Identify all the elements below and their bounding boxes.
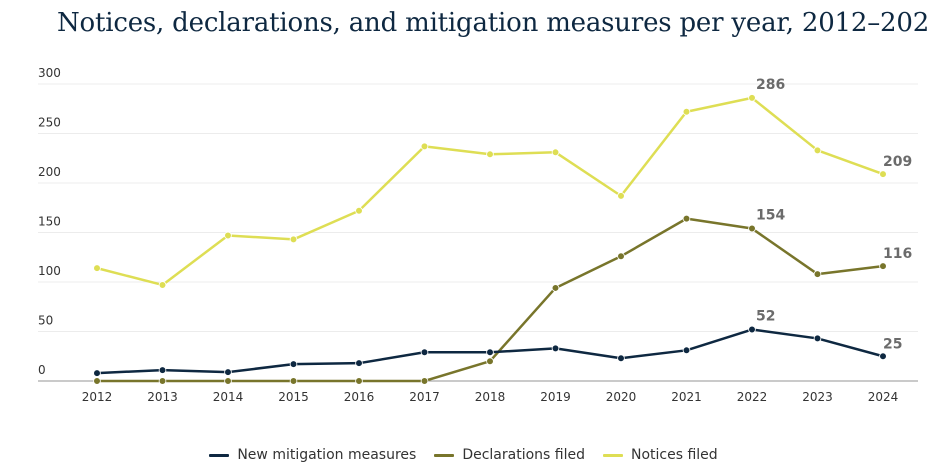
data-point — [682, 214, 691, 223]
chart-title: Notices, declarations, and mitigation me… — [57, 8, 927, 38]
data-label: 286 — [756, 77, 785, 93]
data-point — [224, 231, 232, 240]
y-tick-label: 300 — [38, 66, 61, 80]
data-label: 25 — [883, 336, 902, 352]
data-point — [355, 377, 363, 385]
y-tick-label: 100 — [38, 264, 61, 278]
data-point — [748, 325, 756, 334]
series-line — [97, 217, 884, 383]
data-point — [551, 284, 560, 292]
grid-lines — [38, 83, 918, 332]
x-tick-label: 2022 — [737, 390, 768, 404]
data-point — [355, 359, 363, 367]
data-labels-layer: 52 25 154 116 286 209 — [756, 77, 912, 352]
data-point — [617, 354, 625, 363]
x-tick-label: 2018 — [475, 390, 506, 404]
legend-item: Declarations filed — [434, 447, 585, 463]
data-point — [93, 369, 101, 377]
data-label: 209 — [883, 154, 912, 170]
data-point — [93, 264, 101, 272]
legend-swatch — [209, 453, 230, 457]
data-point — [289, 235, 298, 244]
y-axis-ticks: 0 50 100 150 200 250 300 — [38, 66, 61, 377]
data-point — [813, 270, 822, 278]
data-point — [813, 334, 822, 343]
data-point — [420, 142, 429, 151]
data-point — [224, 368, 232, 376]
series-0 — [93, 325, 887, 377]
legend-swatch — [602, 453, 623, 457]
data-point — [879, 352, 887, 361]
data-point — [158, 366, 167, 374]
data-label: 154 — [756, 208, 785, 224]
data-point — [420, 348, 429, 357]
legend-label: New mitigation measures — [237, 447, 417, 463]
data-point — [551, 344, 560, 353]
data-label: 52 — [756, 309, 775, 325]
data-point — [551, 148, 560, 157]
data-point — [617, 252, 625, 261]
x-tick-label: 2015 — [278, 390, 309, 404]
x-tick-label: 2021 — [671, 390, 702, 404]
y-tick-label: 50 — [38, 314, 53, 328]
x-tick-label: 2013 — [147, 390, 178, 404]
x-axis-ticks: 2012 2013 2014 2015 2016 2017 2018 2019 2020 2021… — [82, 390, 899, 404]
data-point — [748, 94, 756, 102]
x-tick-label: 2023 — [802, 390, 833, 404]
legend-item: New mitigation measures — [209, 447, 416, 463]
x-tick-label: 2012 — [82, 390, 113, 404]
data-point — [224, 377, 232, 385]
x-tick-label: 2024 — [868, 390, 899, 404]
y-tick-label: 200 — [38, 165, 61, 179]
data-point — [486, 357, 494, 366]
data-point — [813, 146, 822, 155]
data-label: 116 — [883, 246, 912, 262]
series-layer — [93, 94, 887, 385]
data-point — [486, 150, 494, 159]
data-point — [289, 360, 298, 368]
data-point — [93, 377, 101, 385]
x-tick-label: 2020 — [606, 390, 637, 404]
data-point — [158, 281, 167, 289]
x-tick-label: 2017 — [409, 390, 440, 404]
data-point — [355, 206, 363, 215]
x-tick-label: 2019 — [540, 390, 571, 404]
series-1 — [93, 214, 887, 385]
data-point — [486, 348, 494, 357]
data-point — [879, 262, 887, 270]
y-tick-label: 250 — [38, 116, 61, 130]
x-tick-label: 2016 — [344, 390, 375, 404]
legend-label: Declarations filed — [462, 447, 585, 463]
y-tick-label: 0 — [38, 363, 46, 377]
data-point — [748, 224, 756, 233]
x-tick-label: 2014 — [213, 390, 244, 404]
legend-item: Notices filed — [602, 447, 718, 463]
data-point — [420, 377, 429, 385]
series-line — [96, 96, 884, 287]
data-point — [158, 377, 167, 385]
data-point — [879, 170, 887, 178]
data-point — [682, 346, 691, 355]
data-point — [682, 107, 691, 116]
data-point — [289, 377, 298, 385]
data-point — [617, 192, 625, 200]
legend-swatch — [434, 453, 455, 457]
series-2 — [93, 94, 887, 289]
legend-label: Notices filed — [630, 447, 718, 463]
y-tick-label: 150 — [38, 215, 61, 229]
legend: New mitigation measures Declarations file… — [0, 447, 927, 463]
